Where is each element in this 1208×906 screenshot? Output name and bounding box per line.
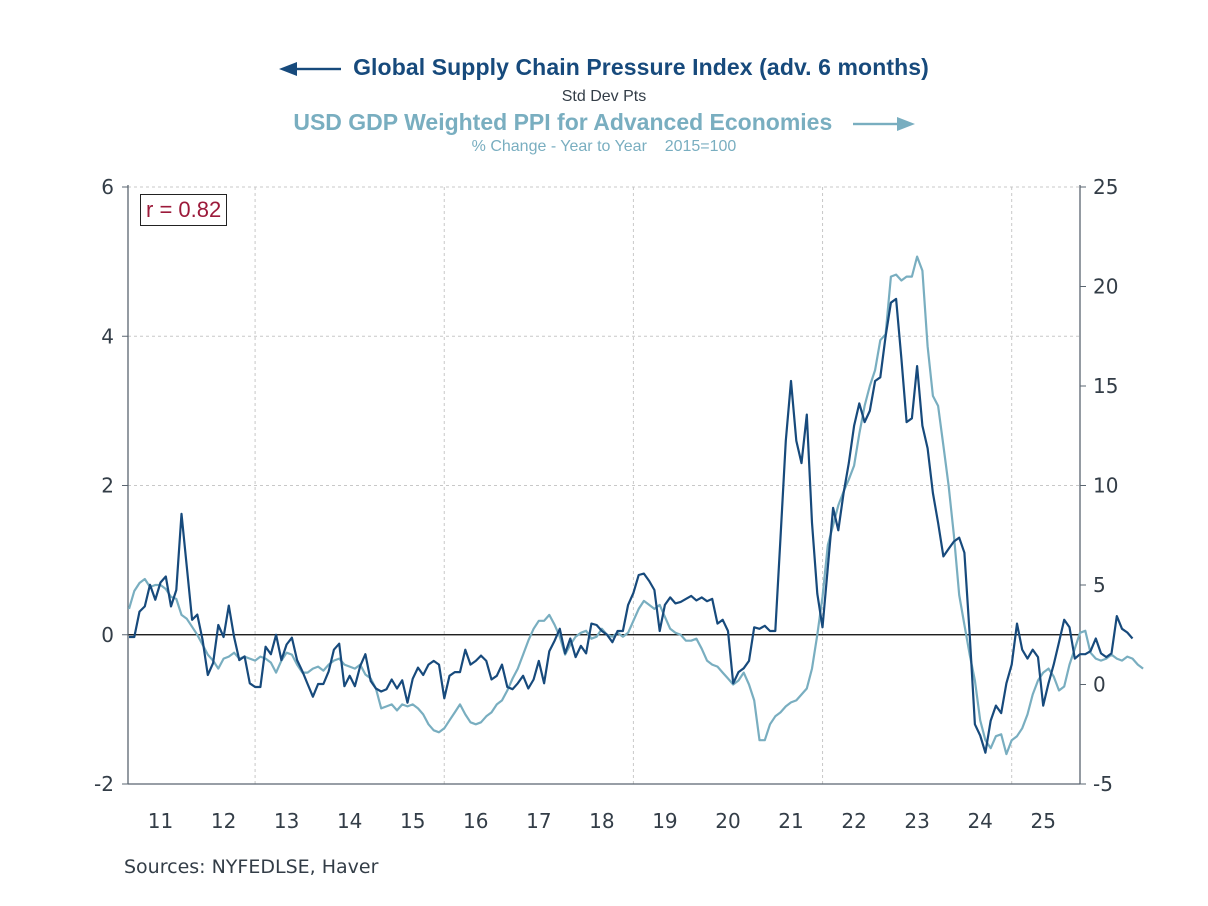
x-tick-label: 21 <box>778 809 803 833</box>
y-left-tick-label: 4 <box>101 324 114 348</box>
gscpi-line <box>129 297 1134 754</box>
x-tick-label: 11 <box>148 809 173 833</box>
y-right-tick-label: -5 <box>1093 772 1113 796</box>
x-tick-label: 23 <box>904 809 929 833</box>
y-right-tick-label: 0 <box>1093 673 1106 697</box>
axes <box>127 185 1081 785</box>
y-right-tick-label: 20 <box>1093 275 1118 299</box>
y-axis-right-ticks: -5 0 5 10 15 20 25 <box>1080 175 1118 796</box>
left-series-title: Global Supply Chain Pressure Index (adv.… <box>353 54 929 80</box>
sources-note: Sources: NYFEDLSE, Haver <box>124 856 379 878</box>
x-tick-label: 19 <box>652 809 677 833</box>
y-left-tick-label: 2 <box>101 474 114 498</box>
arrow-left-icon <box>279 54 343 81</box>
x-tick-label: 24 <box>967 809 992 833</box>
y-right-tick-label: 5 <box>1093 573 1106 597</box>
left-series-title-row: Global Supply Chain Pressure Index (adv.… <box>0 54 1208 81</box>
x-tick-label: 15 <box>400 809 425 833</box>
right-series-title-row: USD GDP Weighted PPI for Advanced Econom… <box>0 109 1208 136</box>
y-axis-left-ticks: -2 0 2 4 6 <box>94 175 128 796</box>
y-right-tick-label: 25 <box>1093 175 1118 199</box>
correlation-annotation: r = 0.82 <box>140 194 228 226</box>
y-left-tick-label: -2 <box>94 772 114 796</box>
right-series-title: USD GDP Weighted PPI for Advanced Econom… <box>293 109 833 135</box>
ppi-line <box>127 255 1144 756</box>
y-right-tick-label: 10 <box>1093 474 1118 498</box>
x-tick-label: 25 <box>1030 809 1055 833</box>
right-series-units: % Change - Year to Year 2015=100 <box>471 138 737 155</box>
x-tick-label: 12 <box>211 809 236 833</box>
x-tick-label: 20 <box>715 809 740 833</box>
x-axis-ticks: 11 12 13 14 15 16 17 18 19 20 21 22 23 24 25 <box>148 809 1056 833</box>
x-tick-label: 16 <box>463 809 488 833</box>
x-tick-label: 17 <box>526 809 551 833</box>
x-tick-label: 13 <box>274 809 299 833</box>
x-tick-label: 18 <box>589 809 614 833</box>
y-left-tick-label: 6 <box>101 175 114 199</box>
left-series-units: Std Dev Pts <box>561 88 647 105</box>
gridlines <box>128 186 1080 784</box>
x-tick-label: 22 <box>841 809 866 833</box>
y-left-tick-label: 0 <box>101 623 114 647</box>
x-tick-label: 14 <box>337 809 362 833</box>
series-lines <box>127 255 1144 756</box>
arrow-right-icon <box>844 109 915 135</box>
y-right-tick-label: 15 <box>1093 374 1118 398</box>
